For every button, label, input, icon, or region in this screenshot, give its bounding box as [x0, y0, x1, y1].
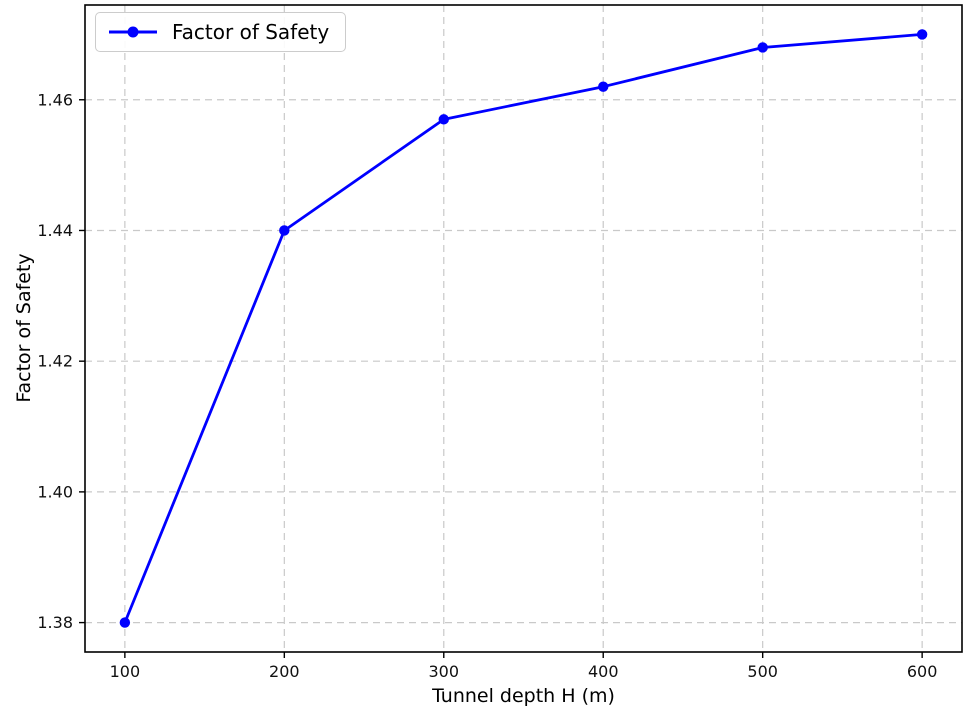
data-point: [916, 29, 928, 40]
y-tick-label: 1.42: [37, 352, 73, 371]
x-tick-label: 300: [428, 662, 459, 681]
y-axis-title: Factor of Safety: [13, 253, 35, 403]
x-tick-label: 600: [907, 662, 938, 681]
axes-layer: 100 200 300 400 500 600 1.38 1.40 1.42 1.44 1.46: [37, 90, 937, 681]
plot-border: [84, 4, 963, 653]
y-tick-label: 1.46: [37, 90, 73, 109]
x-axis-title: Tunnel depth H (m): [432, 685, 615, 707]
data-point: [757, 42, 768, 53]
x-tick-label: 200: [269, 662, 300, 681]
x-tick-label: 100: [110, 662, 141, 681]
legend-label: Factor of Safety: [172, 20, 330, 44]
y-tick-label: 1.40: [37, 482, 73, 501]
data-point: [119, 617, 131, 628]
legend-line-marker-icon: [109, 26, 157, 38]
data-line: [123, 33, 924, 624]
data-point: [279, 225, 290, 236]
x-tick-label: 400: [588, 662, 619, 681]
y-tick-label: 1.38: [37, 613, 73, 632]
data-point: [438, 114, 449, 125]
y-tick-label: 1.44: [37, 221, 73, 240]
data-point: [598, 81, 609, 92]
x-tick-label: 500: [747, 662, 778, 681]
legend: Factor of Safety: [95, 12, 347, 52]
